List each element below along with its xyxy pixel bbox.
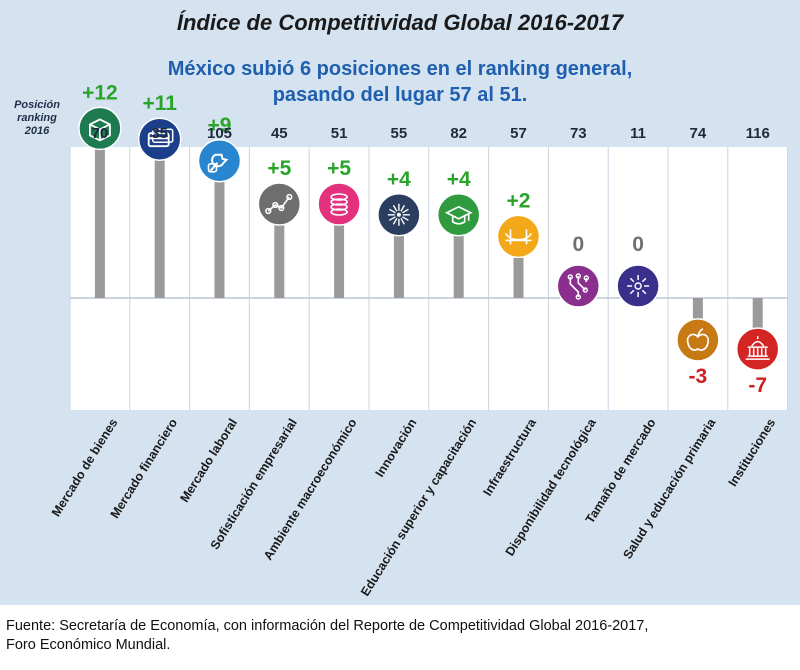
rank-header-line-2: ranking — [17, 112, 57, 124]
change-data-label: -3 — [689, 365, 708, 388]
rank-2016-value: 116 — [746, 125, 770, 142]
rank-2016-value: 55 — [391, 125, 408, 142]
change-data-label: +5 — [327, 157, 351, 180]
lollipop-marker — [436, 193, 481, 237]
category-tick-label: Mercado financiero — [108, 416, 181, 521]
lollipop-stick — [393, 214, 404, 298]
lollipop-stick — [154, 139, 165, 298]
burst-icon — [387, 203, 410, 226]
lollipop-marker — [257, 182, 302, 226]
lollipop-stick — [94, 128, 105, 298]
rank-2016-value: 35 — [151, 125, 168, 142]
category-tick-label: Infraestructura — [480, 415, 539, 498]
expand-arrows-icon — [627, 275, 650, 297]
subtitle-line-1: México subió 6 posiciones en el ranking … — [167, 58, 633, 80]
subtitle-line-2: pasando del lugar 57 al 51. — [272, 84, 528, 106]
apple-icon — [686, 328, 710, 351]
rank-2016-value: 74 — [690, 125, 707, 142]
source-line-1: Fuente: Secretaría de Economía, con info… — [6, 618, 649, 634]
rank-header-line-3: 2016 — [24, 125, 50, 137]
category-tick-label: Educación superior y capacitación — [358, 416, 479, 598]
lollipop-stick — [334, 204, 345, 298]
cards-icon — [147, 128, 174, 148]
category-tick-label: Innovación — [373, 416, 420, 479]
bridge-icon — [504, 229, 533, 245]
rank-header-line-1: Posición — [14, 99, 60, 111]
rank-2016-value: 70 — [92, 125, 109, 142]
rank-2016-value: 11 — [630, 125, 646, 142]
circuit-icon — [567, 273, 589, 300]
network-line-icon — [265, 193, 293, 215]
change-data-label: +11 — [142, 92, 177, 115]
rank-2016-value: 45 — [271, 125, 288, 142]
category-tick-label: Mercado de bienes — [49, 416, 121, 519]
change-data-label: +4 — [447, 168, 471, 191]
rank-2016-header: Posición ranking 2016 — [2, 99, 72, 138]
rank-2016-value: 82 — [450, 125, 467, 142]
coin-stack-icon — [330, 193, 348, 216]
lollipop-marker — [197, 139, 242, 183]
lollipop-stick — [453, 214, 464, 298]
change-data-label: 0 — [632, 233, 644, 256]
category-tick-label: Mercado laboral — [177, 416, 240, 505]
rank-2016-value: 73 — [570, 125, 587, 142]
box-icon — [89, 118, 111, 142]
change-data-label: +12 — [82, 81, 118, 104]
lollipop-stick — [214, 160, 225, 298]
lollipop-stick — [274, 204, 285, 298]
lollipop-marker — [556, 264, 601, 308]
lollipop-marker — [616, 264, 660, 308]
lollipop-marker — [676, 318, 720, 362]
rank-2016-value: 105 — [207, 125, 232, 142]
ranking-change-chart: +12 70 Mercado de bienes +11 35 Mercado finan… — [49, 81, 789, 599]
change-data-label: +9 — [208, 114, 232, 137]
source-note: Fuente: Secretaría de Economía, con info… — [6, 617, 796, 655]
lollipop-stick — [752, 298, 763, 350]
chart-subtitle: México subió 6 posiciones en el ranking … — [100, 56, 700, 108]
change-data-label: +5 — [267, 157, 291, 180]
change-data-label: 0 — [572, 233, 584, 256]
lollipop-marker — [496, 214, 541, 259]
rank-2016-value: 57 — [510, 125, 527, 142]
category-tick-label: Instituciones — [726, 416, 779, 489]
chart-title: Índice de Competitividad Global 2016-201… — [176, 10, 624, 35]
change-data-label: -7 — [748, 374, 767, 397]
capitol-icon — [745, 336, 770, 360]
change-data-label: +2 — [507, 189, 531, 212]
rank-2016-value: 51 — [331, 125, 348, 142]
graduation-cap-icon — [444, 205, 473, 225]
wrench-hand-icon — [207, 153, 229, 173]
lollipop-stick — [513, 236, 524, 298]
source-line-2: Foro Económico Mundial. — [6, 637, 171, 653]
change-data-label: +4 — [387, 168, 411, 191]
